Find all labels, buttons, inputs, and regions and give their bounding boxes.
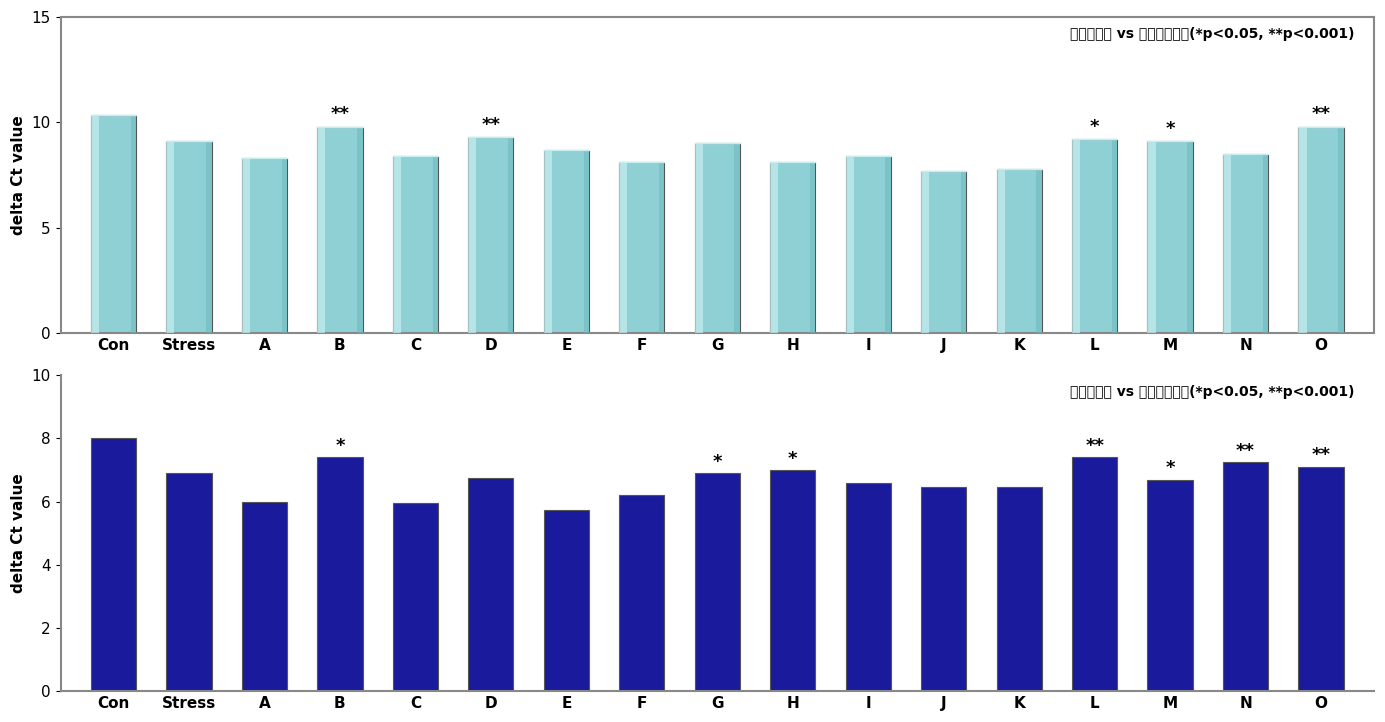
Bar <box>921 487 967 691</box>
Bar <box>393 156 400 333</box>
Bar <box>544 510 589 691</box>
Bar <box>997 169 1004 333</box>
Text: 스트레스군 vs 시연물치리군(*p<0.05, **p<0.001): 스트레스군 vs 시연물치리군(*p<0.05, **p<0.001) <box>1069 385 1355 399</box>
Text: *: * <box>1090 118 1100 136</box>
Bar <box>242 158 249 333</box>
Bar <box>583 149 589 333</box>
Bar <box>242 158 287 333</box>
Bar <box>1298 467 1343 691</box>
Bar <box>317 458 363 691</box>
Bar <box>1147 142 1192 333</box>
Bar <box>544 149 589 333</box>
Bar <box>846 156 853 333</box>
Text: 스트레스군 vs 시연물치리군(*p<0.05, **p<0.001): 스트레스군 vs 시연물치리군(*p<0.05, **p<0.001) <box>1069 27 1355 40</box>
Bar <box>1338 126 1343 333</box>
Bar <box>1147 479 1192 691</box>
Bar <box>1147 142 1155 333</box>
Bar <box>770 470 816 691</box>
Bar <box>921 170 929 333</box>
Bar <box>468 137 514 333</box>
Bar <box>206 142 212 333</box>
Y-axis label: delta Ct value: delta Ct value <box>11 115 26 235</box>
Bar <box>619 162 665 333</box>
Bar <box>659 162 665 333</box>
Bar <box>91 438 136 691</box>
Text: **: ** <box>1312 105 1331 123</box>
Text: **: ** <box>482 116 500 134</box>
Text: *: * <box>1165 120 1174 138</box>
Bar <box>1072 139 1080 333</box>
Bar <box>281 158 287 333</box>
Bar <box>130 115 136 333</box>
Bar <box>468 478 514 691</box>
Bar <box>1072 458 1118 691</box>
Bar <box>393 503 438 691</box>
Bar <box>544 149 551 333</box>
Bar <box>695 144 702 333</box>
Bar <box>432 156 438 333</box>
Bar <box>846 156 891 333</box>
Bar <box>242 502 287 691</box>
Bar <box>508 137 514 333</box>
Bar <box>166 142 212 333</box>
Bar <box>695 473 740 691</box>
Bar <box>166 142 175 333</box>
Bar <box>393 156 438 333</box>
Bar <box>961 170 967 333</box>
Bar <box>810 162 816 333</box>
Bar <box>770 162 816 333</box>
Bar <box>1036 169 1042 333</box>
Y-axis label: delta Ct value: delta Ct value <box>11 474 26 593</box>
Bar <box>734 144 740 333</box>
Bar <box>317 126 363 333</box>
Bar <box>619 495 665 691</box>
Bar <box>885 156 891 333</box>
Bar <box>1112 139 1118 333</box>
Bar <box>1223 462 1269 691</box>
Text: *: * <box>335 437 345 455</box>
Bar <box>1187 142 1192 333</box>
Text: **: ** <box>1084 437 1104 455</box>
Bar <box>357 126 363 333</box>
Text: *: * <box>788 450 798 468</box>
Bar <box>91 115 136 333</box>
Bar <box>695 144 740 333</box>
Text: **: ** <box>1235 442 1255 460</box>
Text: *: * <box>712 453 722 471</box>
Bar <box>1223 154 1231 333</box>
Bar <box>91 115 98 333</box>
Bar <box>846 483 891 691</box>
Text: **: ** <box>331 105 349 123</box>
Bar <box>166 473 212 691</box>
Bar <box>619 162 627 333</box>
Bar <box>997 487 1042 691</box>
Bar <box>317 126 325 333</box>
Bar <box>1072 139 1118 333</box>
Text: *: * <box>1165 459 1174 477</box>
Bar <box>1298 126 1306 333</box>
Bar <box>921 170 967 333</box>
Bar <box>1263 154 1269 333</box>
Bar <box>1223 154 1269 333</box>
Text: **: ** <box>1312 446 1331 464</box>
Bar <box>997 169 1042 333</box>
Bar <box>1298 126 1343 333</box>
Bar <box>468 137 476 333</box>
Bar <box>770 162 778 333</box>
